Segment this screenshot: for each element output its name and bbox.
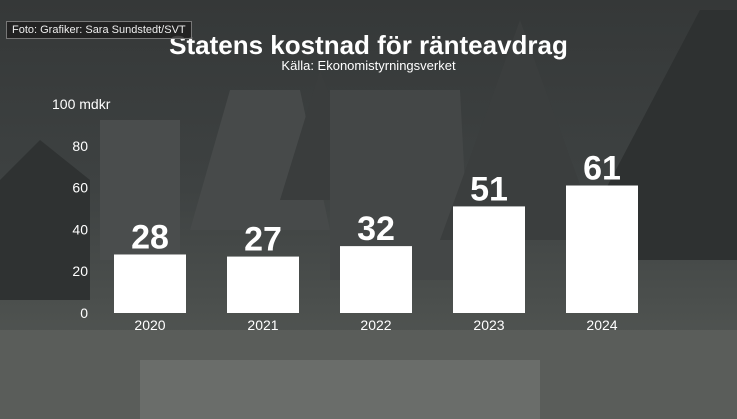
- data-label: 32: [357, 210, 395, 248]
- data-label: 28: [131, 218, 169, 256]
- x-tick-label: 2020: [134, 317, 165, 333]
- y-tick-label: 40: [72, 221, 88, 237]
- x-tick-label: 2021: [247, 317, 278, 333]
- bar-2020: [114, 254, 186, 313]
- x-tick-label: 2023: [473, 317, 504, 333]
- bar-2024: [566, 185, 638, 313]
- y-tick-label: 0: [80, 305, 88, 321]
- y-tick-label: 20: [72, 263, 88, 279]
- chart-title: Statens kostnad för ränteavdrag: [169, 30, 568, 60]
- bar-2021: [227, 256, 299, 313]
- chart-subtitle: Källa: Ekonomistyrningsverket: [281, 58, 456, 73]
- photo-credit: Foto: Grafiker: Sara Sundstedt/SVT: [6, 21, 192, 39]
- bar-2022: [340, 246, 412, 313]
- x-tick-label: 2024: [586, 317, 617, 333]
- y-tick-label: 80: [72, 138, 88, 154]
- y-tick-label: 60: [72, 180, 88, 196]
- y-tick-label: 100 mdkr: [52, 96, 111, 112]
- data-label: 51: [470, 170, 508, 208]
- bar-2023: [453, 206, 525, 313]
- data-label: 27: [244, 221, 282, 259]
- x-tick-label: 2022: [360, 317, 391, 333]
- data-label: 61: [583, 150, 621, 188]
